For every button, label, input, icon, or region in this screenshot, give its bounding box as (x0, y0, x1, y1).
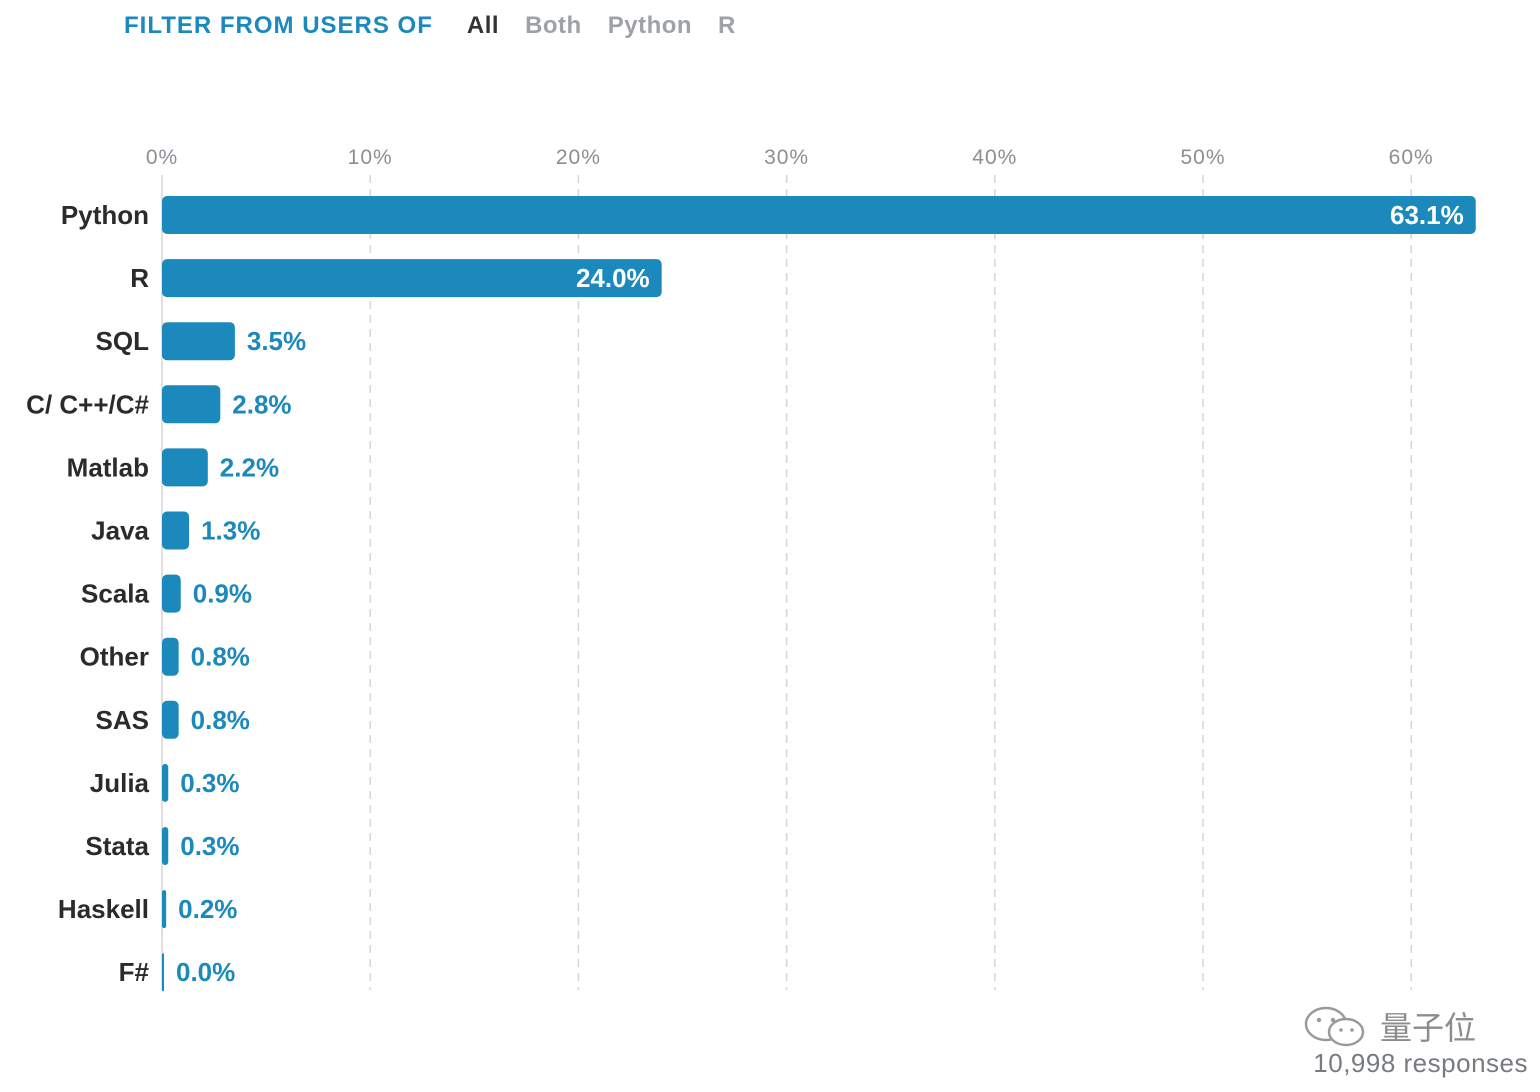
filter-heading: FILTER FROM USERS OF (124, 12, 433, 39)
category-label: SQL (96, 326, 150, 356)
bar (162, 511, 190, 550)
category-label: Stata (85, 831, 149, 861)
wechat-icon (1304, 1006, 1365, 1047)
category-label: Haskell (58, 894, 149, 924)
category-label: Matlab (67, 452, 149, 482)
watermark: 量子位 (1300, 1002, 1476, 1050)
filter-bar: FILTER FROM USERS OF All Both Python R (124, 8, 762, 44)
response-count: 10,998 responses (1313, 1048, 1528, 1078)
bar (162, 637, 179, 676)
category-label: Java (91, 516, 149, 546)
value-label: 0.8% (191, 642, 250, 672)
filter-option-r[interactable]: R (718, 12, 736, 39)
filter-option-python[interactable]: Python (607, 12, 693, 39)
category-label: SAS (96, 705, 149, 735)
filter-option-both[interactable]: Both (525, 12, 582, 39)
value-label: 24.0% (576, 263, 650, 293)
value-label: 0.9% (193, 579, 252, 609)
x-tick-label: 10% (348, 146, 393, 169)
x-tick-label: 30% (764, 146, 809, 169)
value-label: 63.1% (1390, 200, 1464, 230)
value-label: 0.2% (178, 894, 237, 924)
x-tick-label: 50% (1180, 146, 1225, 169)
bar (162, 322, 235, 361)
x-tick-label: 20% (556, 146, 601, 169)
value-label: 0.3% (180, 831, 239, 861)
x-tick-label: 60% (1389, 146, 1434, 169)
bar (162, 385, 221, 424)
filter-option-all[interactable]: All (466, 12, 500, 39)
value-label: 0.0% (176, 957, 235, 987)
value-label: 0.3% (180, 768, 239, 798)
category-label: R (130, 263, 149, 293)
bar (162, 890, 167, 929)
x-tick-label: 40% (972, 146, 1017, 169)
category-label: Scala (81, 579, 149, 609)
category-label: F# (119, 957, 150, 987)
value-label: 2.8% (232, 389, 291, 419)
bar (162, 196, 1476, 234)
bar (162, 700, 179, 739)
bar (162, 259, 662, 298)
category-label: C/ C++/C# (26, 389, 149, 419)
bar (162, 574, 181, 613)
value-label: 0.8% (191, 705, 250, 735)
category-label: Python (61, 200, 149, 230)
value-label: 2.2% (220, 452, 279, 482)
value-label: 1.3% (201, 516, 260, 546)
value-label: 3.5% (247, 326, 306, 356)
category-label: Other (80, 642, 149, 672)
bar (162, 827, 169, 865)
bar (162, 448, 208, 487)
x-tick-label: 0% (146, 146, 178, 169)
category-label: Julia (90, 768, 150, 798)
bar (162, 763, 169, 802)
watermark-text: 量子位 (1380, 1009, 1477, 1047)
bar (162, 953, 164, 992)
